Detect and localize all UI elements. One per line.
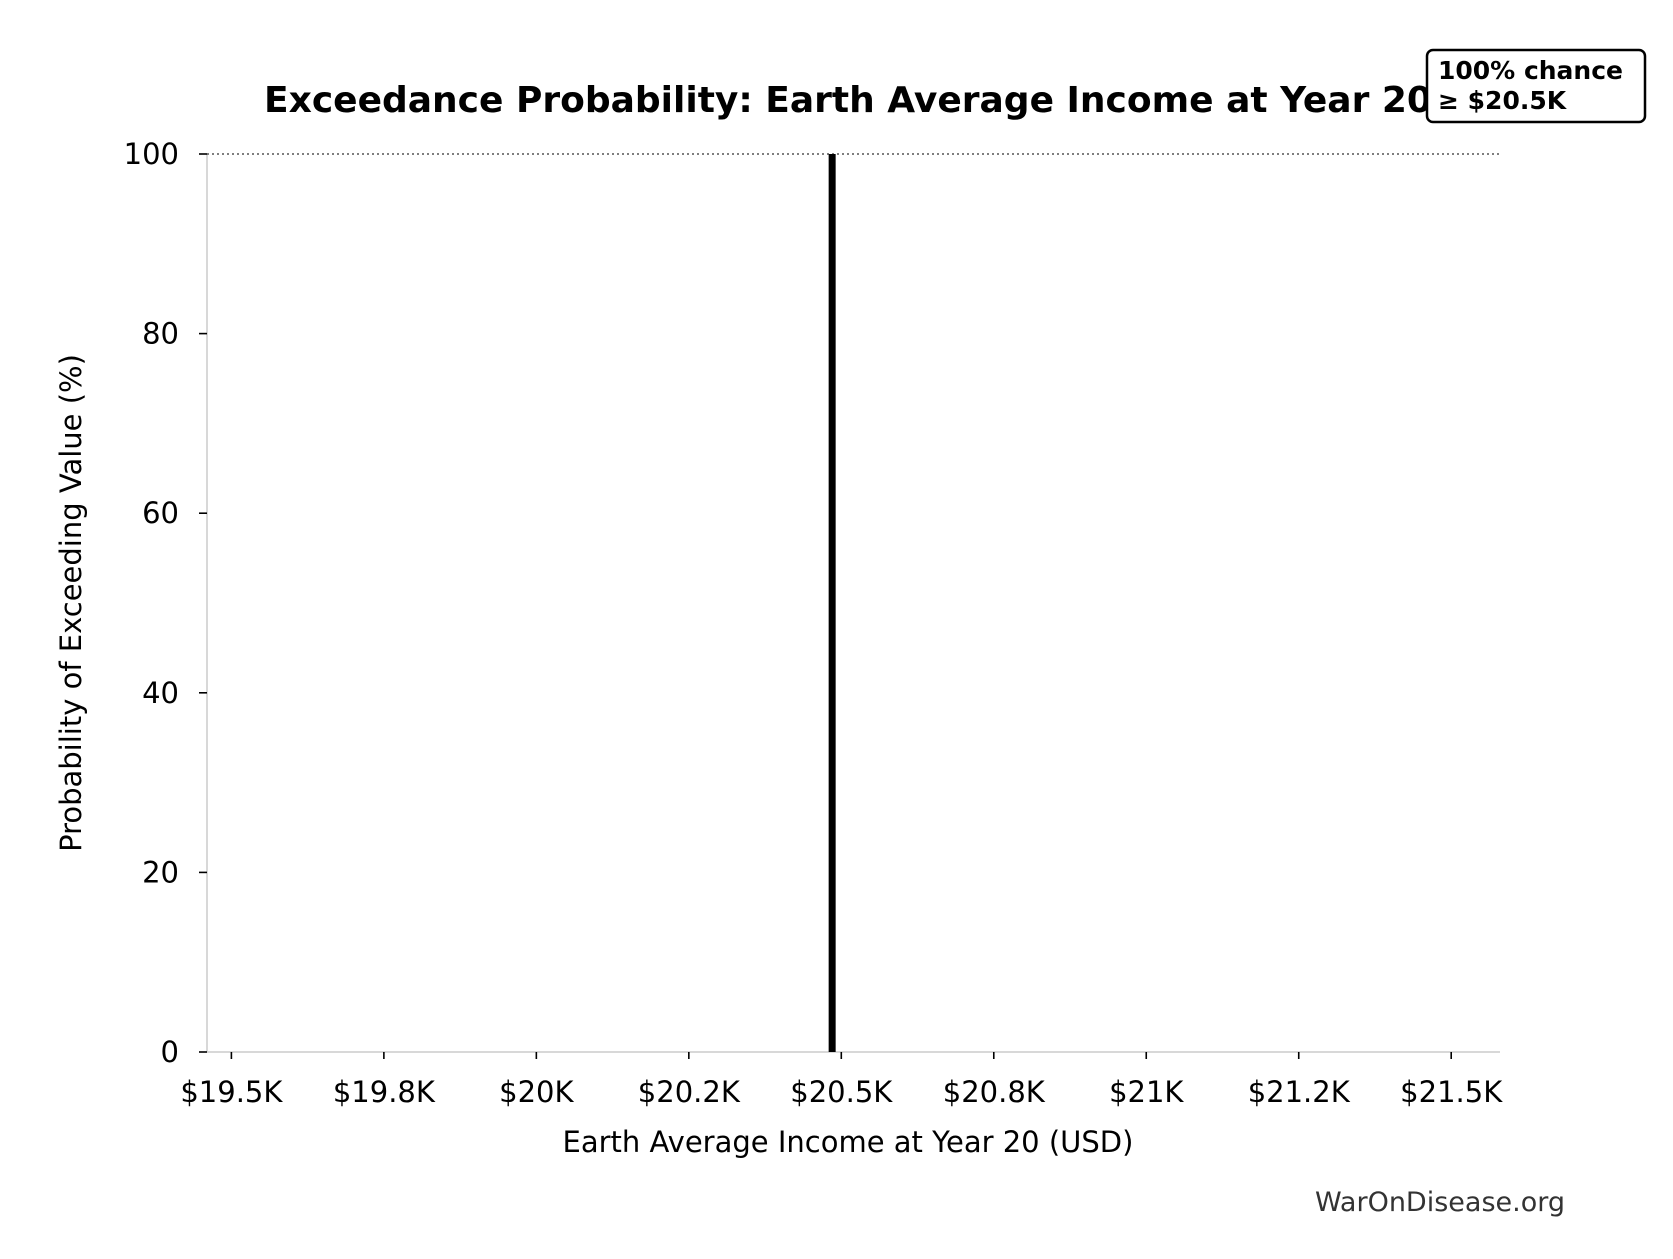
y-tick-label-0: 0 xyxy=(161,1035,179,1069)
annotation-line-1: 100% chance xyxy=(1438,56,1623,85)
y-tick-label-3: 60 xyxy=(142,496,179,530)
x-tick-label-1: $19.8K xyxy=(333,1075,436,1109)
x-tick-label-7: $21.2K xyxy=(1248,1075,1351,1109)
annotation-frame xyxy=(1425,48,1647,124)
y-axis-ticks: 0 20 40 60 80 100 xyxy=(124,137,207,1069)
plot-axes xyxy=(206,154,1500,1053)
x-tick-label-0: $19.5K xyxy=(180,1075,283,1109)
x-tick-label-3: $20.2K xyxy=(638,1075,741,1109)
x-tick-label-2: $20K xyxy=(499,1075,574,1109)
y-tick-label-4: 80 xyxy=(142,317,179,351)
x-axis-label: Earth Average Income at Year 20 (USD) xyxy=(563,1125,1134,1159)
annotation-box: 100% chance ≥ $20.5K xyxy=(1425,48,1647,124)
x-tick-label-5: $20.8K xyxy=(943,1075,1046,1109)
y-axis-label: Probability of Exceeding Value (%) xyxy=(54,354,88,852)
y-tick-label-1: 20 xyxy=(142,855,179,889)
y-tick-label-5: 100 xyxy=(124,137,179,171)
x-tick-label-8: $21.5K xyxy=(1400,1075,1503,1109)
y-tick-label-2: 40 xyxy=(142,676,179,710)
x-tick-label-6: $21K xyxy=(1109,1075,1184,1109)
chart-title: Exceedance Probability: Earth Average In… xyxy=(264,80,1432,121)
watermark: WarOnDisease.org xyxy=(1315,1187,1565,1218)
annotation-line-2: ≥ $20.5K xyxy=(1438,86,1568,115)
x-tick-label-4: $20.5K xyxy=(790,1075,893,1109)
x-axis-ticks: $19.5K $19.8K $20K $20.2K $20.5K $20.8K $21K $2… xyxy=(180,1052,1503,1109)
